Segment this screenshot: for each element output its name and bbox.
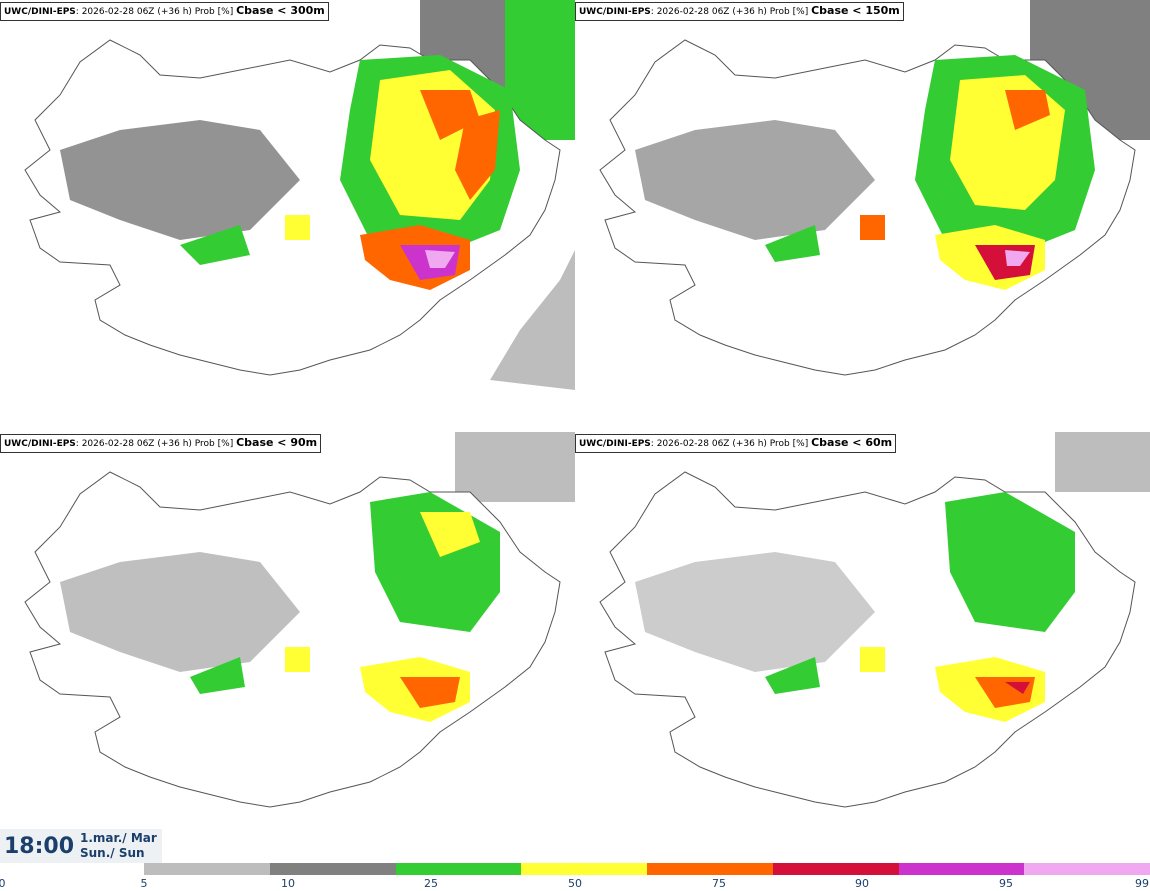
legend-tick-label: 25 <box>424 877 438 890</box>
legend-swatch <box>269 863 396 875</box>
legend-tick-label: 99 <box>1135 877 1149 890</box>
valid-date-line1: 1.mar./ Mar <box>80 831 157 845</box>
valid-date-line2: Sun./ Sun <box>80 846 145 860</box>
legend-tick-label: 0 <box>0 877 6 890</box>
panel-title: UWC/DINI-EPS: 2026-02-28 06Z (+36 h) Pro… <box>0 2 329 21</box>
legend-tick-label: 90 <box>855 877 869 890</box>
panel-title: UWC/DINI-EPS: 2026-02-28 06Z (+36 h) Pro… <box>0 434 322 453</box>
legend-swatch <box>647 863 773 875</box>
map-panel-cbase-90: UWC/DINI-EPS: 2026-02-28 06Z (+36 h) Pro… <box>0 432 575 862</box>
valid-date: 1.mar./ Mar Sun./ Sun <box>80 831 157 861</box>
legend-tick-label: 5 <box>140 877 148 890</box>
legend-swatch <box>898 863 1025 875</box>
legend-tick-label: 50 <box>568 877 582 890</box>
legend-tick-label: 10 <box>281 877 295 890</box>
legend-swatch <box>521 863 647 875</box>
panel-title: UWC/DINI-EPS: 2026-02-28 06Z (+36 h) Pro… <box>575 2 904 21</box>
probability-map <box>599 0 1150 376</box>
probability-map <box>24 0 575 390</box>
valid-time-box <box>0 829 162 863</box>
legend-swatch <box>772 863 899 875</box>
legend-tick-label: 75 <box>712 877 726 890</box>
legend-swatch <box>1024 863 1150 875</box>
map-panel-cbase-150: UWC/DINI-EPS: 2026-02-28 06Z (+36 h) Pro… <box>575 0 1150 430</box>
legend-tick-label: 95 <box>999 877 1013 890</box>
probability-map <box>599 432 1150 808</box>
legend-swatch <box>395 863 522 875</box>
panel-title: UWC/DINI-EPS: 2026-02-28 06Z (+36 h) Pro… <box>575 434 897 453</box>
probability-map <box>24 432 575 808</box>
legend-swatch <box>144 863 270 875</box>
color-legend <box>144 863 1150 875</box>
map-panel-cbase-300: UWC/DINI-EPS: 2026-02-28 06Z (+36 h) Pro… <box>0 0 575 430</box>
valid-time: 18:00 <box>4 834 75 859</box>
map-panel-cbase-60: UWC/DINI-EPS: 2026-02-28 06Z (+36 h) Pro… <box>575 432 1150 862</box>
